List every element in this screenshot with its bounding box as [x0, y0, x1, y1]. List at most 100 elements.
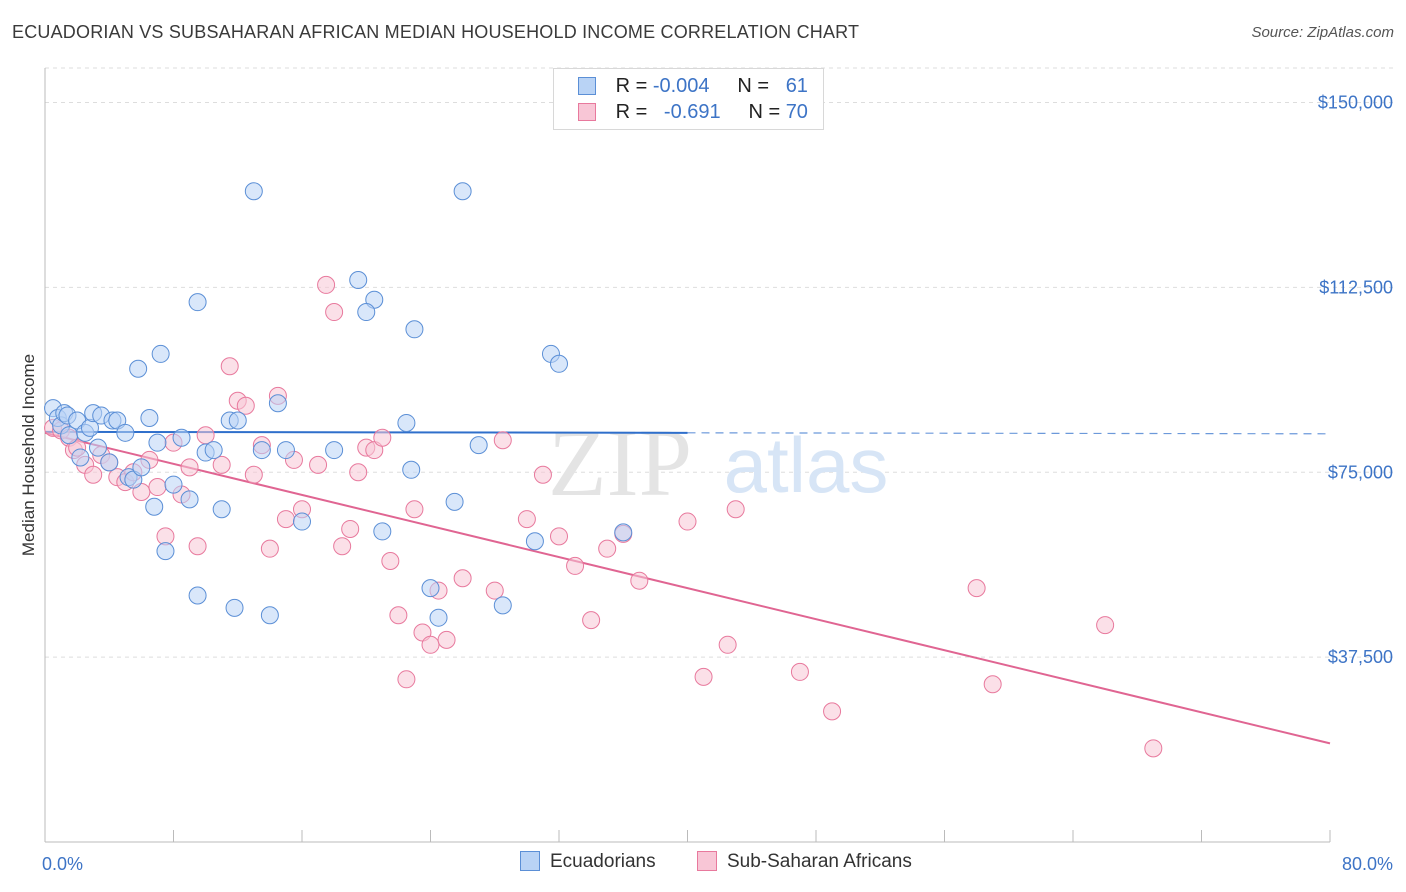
subsaharan-point [967, 579, 986, 598]
ecuadorian-point [357, 303, 376, 322]
subsaharan-point [381, 551, 400, 570]
subsaharan-point [517, 510, 536, 529]
y-tick-label: $112,500 [1319, 277, 1393, 297]
ecuadorian-point [71, 448, 90, 467]
subsaharan-point [533, 465, 552, 484]
subsaharan-point [373, 428, 392, 447]
ecuadorian-point [145, 497, 164, 516]
ecuadorian-point [373, 522, 392, 541]
chart-title: ECUADORIAN VS SUBSAHARAN AFRICAN MEDIAN … [12, 22, 860, 42]
ecuadorian-point [252, 441, 271, 460]
ecuadorian-point [129, 359, 148, 378]
subsaharan-point [437, 630, 456, 649]
subsaharan-point [421, 635, 440, 654]
gridlines [45, 67, 1393, 658]
subsaharan-point [405, 500, 424, 519]
y-tick-label: $37,500 [1328, 647, 1393, 667]
subsaharan-point [220, 357, 239, 376]
ecuadorian-point [469, 436, 488, 455]
ecuadorian-point [151, 344, 170, 363]
subsaharan-point [493, 431, 512, 450]
subsaharan-trendline [44, 431, 1331, 745]
legend-r-value: -0.004 [652, 75, 710, 97]
subsaharan-point [726, 500, 745, 519]
bottom-legend-subsaharan: Sub-Saharan Africans [697, 851, 912, 873]
subsaharan-point [550, 527, 568, 546]
subsaharan-point [333, 537, 352, 556]
subsaharan-point [325, 303, 344, 322]
subsaharan-point [790, 662, 809, 681]
subsaharan-point [196, 426, 215, 445]
ecuadorian-point [293, 512, 311, 531]
ecuadorian-point [172, 428, 191, 447]
ecuadorian-point [453, 182, 472, 201]
subsaharan-point [349, 463, 368, 482]
ecuadorian-point [445, 492, 464, 511]
subsaharan-point [84, 465, 103, 484]
ecuadorian-point [156, 542, 175, 561]
ecuadorian-point [397, 413, 416, 432]
ecuadorian-point [268, 394, 287, 413]
ecuadorian-point [60, 426, 79, 445]
ecuadorian-point [89, 438, 108, 457]
subsaharan-point [341, 519, 360, 538]
subsaharan-point [485, 581, 504, 600]
ecuadorian-point [244, 182, 263, 201]
ecuadorian-point [276, 441, 295, 460]
series-ecuadorian-points [44, 182, 633, 627]
legend-row-ecuadorians: R = -0.004 N = 61 [578, 75, 808, 101]
legend-n-label: N = [748, 101, 781, 123]
subsaharan-point [983, 675, 1002, 694]
subsaharan-point [1144, 739, 1163, 758]
trendlines [44, 430, 1331, 745]
ecuadorian-point [100, 453, 119, 472]
x-tick-label-max: 80.0% [1342, 854, 1393, 874]
x-tick-label-min: 0.0% [42, 854, 83, 874]
ecuadorian-point [525, 532, 544, 551]
ecuadorian-point [614, 523, 633, 542]
ecuadorian-point [429, 608, 448, 627]
y-tick-label: $75,000 [1328, 462, 1393, 482]
ecuadorian-point [405, 320, 424, 339]
subsaharan-point [582, 611, 601, 630]
watermark-zip: ZIP [548, 409, 692, 516]
ecuadorian-point [188, 586, 207, 605]
watermark-atlas: atlas [724, 421, 889, 509]
bottom-legend-label: Ecuadorians [550, 851, 656, 872]
subsaharan-point [397, 670, 416, 689]
legend-r-label: R = [615, 75, 648, 97]
subsaharan-point [276, 510, 295, 529]
ecuadorian-point [349, 270, 368, 289]
subsaharan-point [389, 606, 408, 625]
ecuadorian-point [180, 490, 199, 509]
subsaharan-point [453, 569, 472, 588]
subsaharan-point [823, 702, 842, 721]
watermark: ZIP atlas [548, 409, 888, 516]
ecuadorian-point [402, 460, 421, 479]
ecuadorian-point [164, 475, 183, 494]
subsaharan-point [678, 512, 697, 531]
ecuadorian-point [225, 598, 244, 617]
legend-row-subsaharan: R = -0.691 N = 70 [578, 101, 808, 127]
subsaharan-point [309, 455, 328, 474]
subsaharan-point [566, 556, 585, 575]
ecuadorian-point [188, 293, 207, 312]
legend-n-label: N = [737, 75, 770, 97]
subsaharan-point [694, 667, 713, 686]
legend-r-label: R = [615, 101, 648, 123]
ecuadorian-point [212, 500, 231, 519]
legend-n-value: 61 [785, 75, 808, 97]
y-axis-labels: $37,500 $75,000 $112,500 $150,000 [1318, 93, 1393, 668]
subsaharan-point [260, 539, 279, 558]
subsaharan-point [188, 537, 207, 556]
subsaharan-point [212, 455, 231, 474]
ecuadorian-point [260, 606, 279, 625]
subsaharan-point [236, 396, 255, 415]
ecuadorian-point [421, 579, 440, 598]
subsaharan-point [718, 635, 737, 654]
bottom-legend-ecuadorians: Ecuadorians [520, 851, 656, 873]
bottom-legend-swatch-blue [520, 851, 540, 871]
ecuadorian-trendline [44, 430, 688, 434]
series-subsaharan-points [44, 275, 1163, 758]
